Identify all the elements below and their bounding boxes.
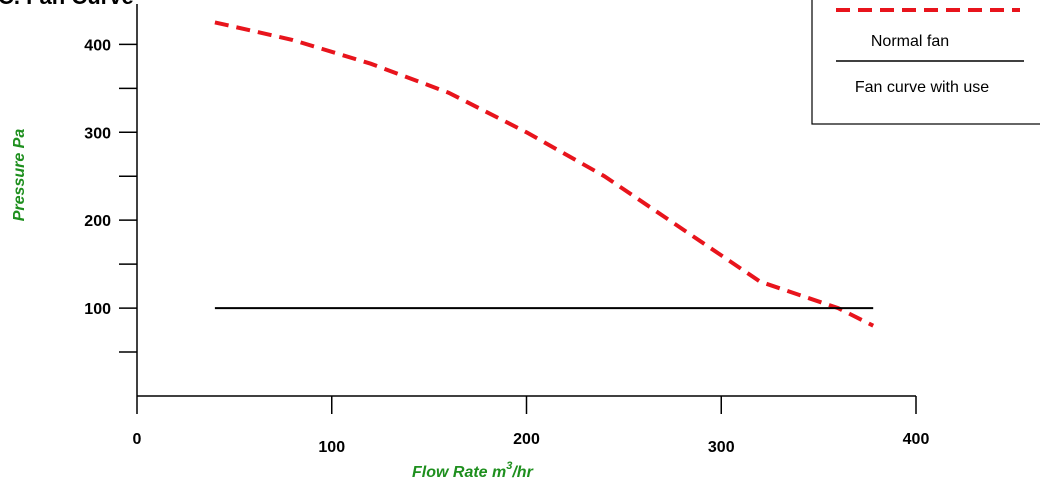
- x-axis-label: Flow Rate m3/hr: [412, 460, 534, 481]
- y-tick-label: 300: [84, 125, 111, 142]
- y-tick-label: 400: [84, 37, 111, 54]
- y-tick-label: 100: [84, 301, 111, 318]
- y-tick-label: 200: [84, 213, 111, 230]
- y-axis-label: Pressure Pa: [11, 129, 28, 222]
- legend-label-fan-curve-with-use: Fan curve with use: [855, 79, 989, 96]
- legend-box: [811, 0, 1040, 125]
- x-axis-ticks: 0 100 200 300 400: [133, 396, 930, 456]
- chart-title: C. Fan Curve: [0, 0, 134, 9]
- legend-label-normal-fan: Normal fan: [871, 33, 949, 50]
- y-axis-ticks: 100 200 300 400: [84, 37, 137, 353]
- x-tick-label: 200: [513, 431, 540, 448]
- x-tick-label: 300: [708, 439, 735, 456]
- x-tick-label: 100: [318, 439, 345, 456]
- axes: [136, 4, 916, 397]
- x-tick-label: 0: [133, 431, 142, 448]
- legend: Normal fan Fan curve with use: [811, 0, 1040, 125]
- x-tick-label: 400: [903, 431, 930, 448]
- series-line-normal-fan: [214, 20, 875, 328]
- plot-area: [214, 20, 875, 328]
